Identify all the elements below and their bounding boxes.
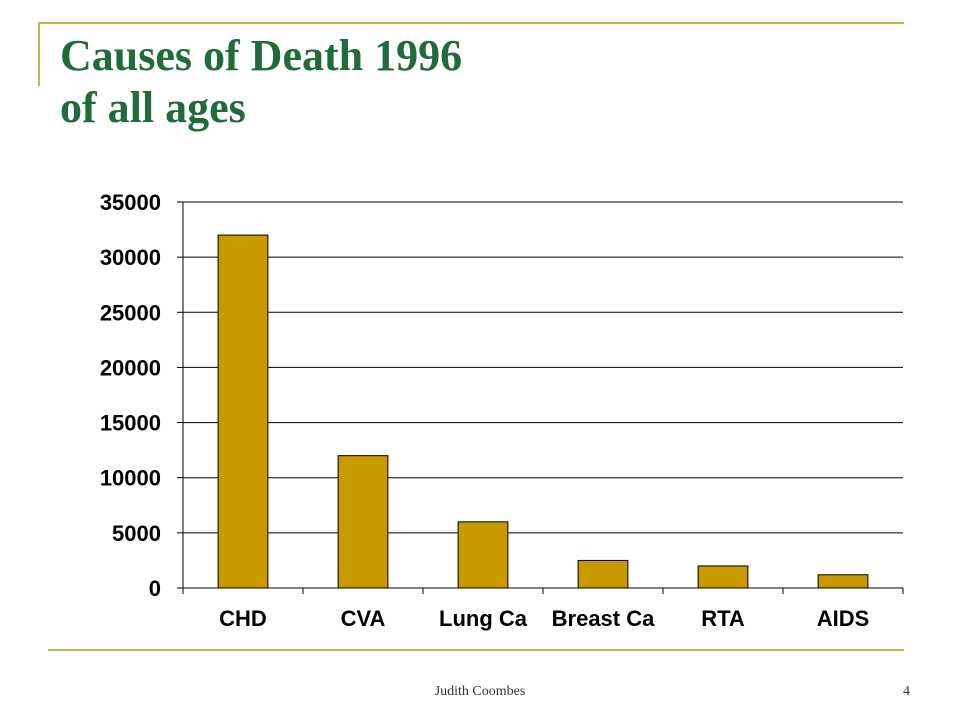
x-tick-label-lung-ca: Lung Ca bbox=[439, 606, 528, 631]
bar-chd bbox=[217, 234, 269, 589]
footer-author: Judith Coombes bbox=[434, 684, 526, 699]
slide-frame-bottom-line bbox=[48, 649, 904, 651]
x-tick-label-aids: AIDS bbox=[817, 606, 870, 631]
page-number: 4 bbox=[903, 684, 910, 699]
chart-gridlines bbox=[183, 201, 903, 534]
y-tick-label-35000: 35000 bbox=[100, 190, 161, 215]
y-tick-label-25000: 25000 bbox=[100, 300, 161, 325]
bar-breast-ca bbox=[577, 559, 629, 589]
chart-axes bbox=[177, 201, 904, 594]
slide-frame-left-line bbox=[38, 22, 40, 86]
chart-bars bbox=[217, 234, 869, 589]
bar-rta bbox=[697, 565, 749, 589]
x-tick-label-rta: RTA bbox=[701, 606, 745, 631]
y-tick-label-0: 0 bbox=[149, 576, 161, 601]
slide-title-line-1: Causes of Death 1996 bbox=[60, 31, 463, 80]
y-tick-label-15000: 15000 bbox=[100, 411, 161, 436]
x-axis-tick-labels: CHD CVA Lung Ca Breast Ca RTA AIDS bbox=[219, 606, 869, 631]
slide-frame-top-line bbox=[38, 22, 904, 24]
y-tick-label-10000: 10000 bbox=[100, 466, 161, 491]
y-tick-label-30000: 30000 bbox=[100, 245, 161, 270]
slide-title-line-2: of all ages bbox=[60, 83, 246, 132]
bar-lung-ca bbox=[457, 521, 509, 589]
x-tick-label-cva: CVA bbox=[341, 606, 386, 631]
bar-aids bbox=[817, 574, 869, 589]
x-tick-label-breast-ca: Breast Ca bbox=[552, 606, 655, 631]
slide-title: Causes of Death 1996 of all ages bbox=[60, 30, 462, 134]
y-axis-tick-labels: 0 5000 10000 15000 20000 25000 30000 35000 bbox=[100, 190, 161, 601]
y-tick-label-5000: 5000 bbox=[112, 521, 161, 546]
bar-cva bbox=[337, 455, 389, 589]
y-tick-label-20000: 20000 bbox=[100, 355, 161, 380]
x-tick-label-chd: CHD bbox=[219, 606, 267, 631]
